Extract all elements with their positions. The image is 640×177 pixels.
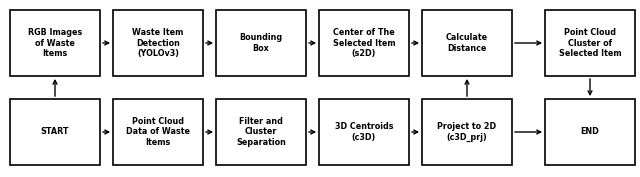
Bar xyxy=(10,10,100,76)
Text: Point Cloud
Cluster of
Selected Item: Point Cloud Cluster of Selected Item xyxy=(559,28,621,58)
Text: 3D Centroids
(c3D): 3D Centroids (c3D) xyxy=(335,122,393,142)
Bar xyxy=(319,10,409,76)
Text: Waste Item
Detection
(YOLOv3): Waste Item Detection (YOLOv3) xyxy=(132,28,184,58)
Bar xyxy=(216,10,306,76)
Bar xyxy=(113,10,203,76)
Bar xyxy=(113,99,203,165)
Bar xyxy=(422,10,512,76)
Text: Bounding
Box: Bounding Box xyxy=(239,33,283,53)
Text: Point Cloud
Data of Waste
Items: Point Cloud Data of Waste Items xyxy=(126,117,190,147)
Text: RGB Images
of Waste
Items: RGB Images of Waste Items xyxy=(28,28,82,58)
Text: END: END xyxy=(580,127,600,136)
Text: Filter and
Cluster
Separation: Filter and Cluster Separation xyxy=(236,117,286,147)
Bar xyxy=(545,10,635,76)
Bar xyxy=(10,99,100,165)
Text: Project to 2D
(c3D_prj): Project to 2D (c3D_prj) xyxy=(437,122,497,142)
Bar xyxy=(422,99,512,165)
Text: START: START xyxy=(41,127,69,136)
Bar xyxy=(216,99,306,165)
Bar xyxy=(319,99,409,165)
Text: Center of The
Selected Item
(s2D): Center of The Selected Item (s2D) xyxy=(333,28,396,58)
Text: Calculate
Distance: Calculate Distance xyxy=(446,33,488,53)
Bar xyxy=(545,99,635,165)
